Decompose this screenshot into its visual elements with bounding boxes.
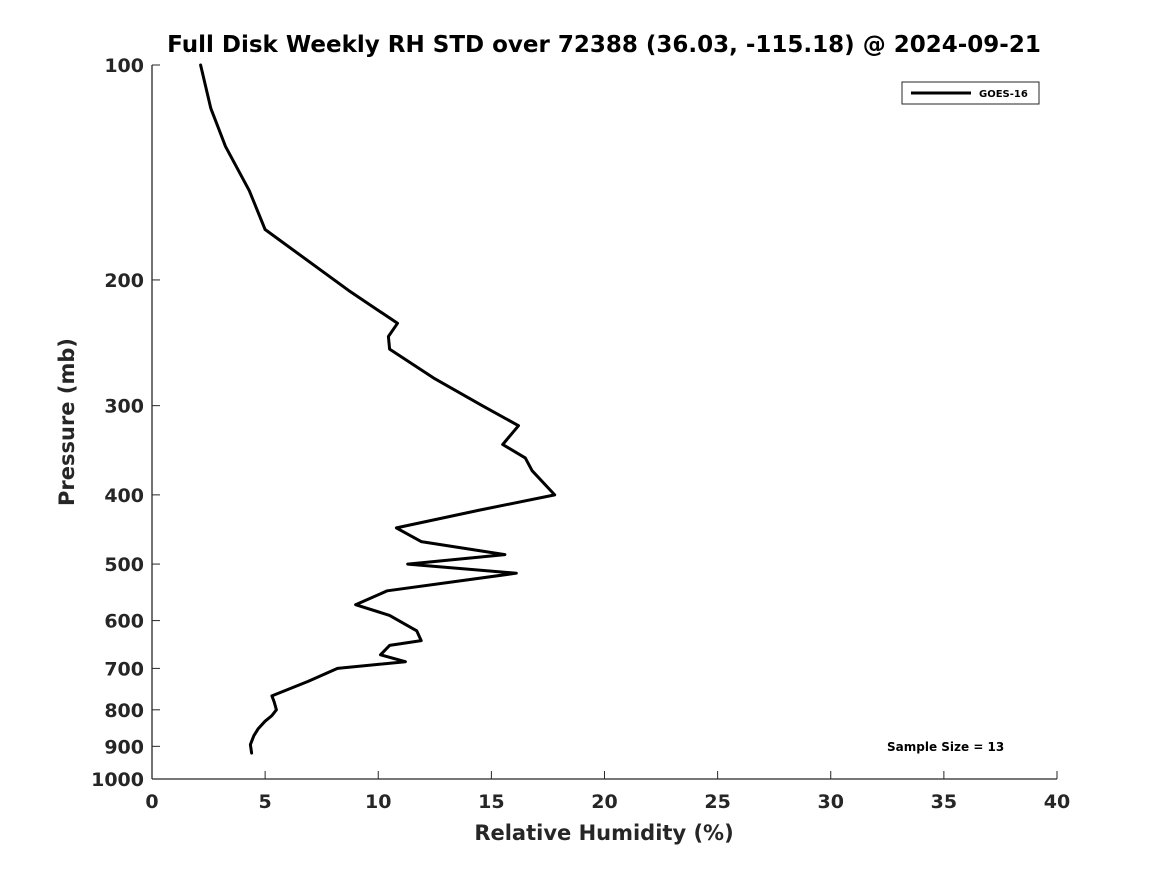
y-tick-label: 700 <box>104 658 144 680</box>
y-axis-label: Pressure (mb) <box>55 338 79 506</box>
legend-label-goes-16: GOES-16 <box>979 89 1028 100</box>
x-tick-label: 25 <box>704 791 730 813</box>
legend: GOES-16 <box>901 81 1040 105</box>
y-tick-label: 1000 <box>91 769 144 791</box>
x-tick-label: 20 <box>591 791 617 813</box>
x-tick-label: 30 <box>818 791 844 813</box>
y-tick-label: 400 <box>104 485 144 507</box>
y-tick-label: 800 <box>104 700 144 722</box>
x-tick-label: 0 <box>145 791 158 813</box>
y-tick-label: 500 <box>104 554 144 576</box>
y-tick-label: 600 <box>104 611 144 633</box>
y-tick-label: 100 <box>104 55 144 77</box>
x-axis-label: Relative Humidity (%) <box>474 821 733 845</box>
x-axis-ticks: 0 5 10 15 20 25 30 35 40 <box>145 771 1070 813</box>
sample-size-annotation: Sample Size = 13 <box>887 740 1004 754</box>
x-tick-label: 10 <box>365 791 391 813</box>
x-tick-label: 40 <box>1044 791 1070 813</box>
y-tick-label: 300 <box>104 396 144 418</box>
x-tick-label: 15 <box>478 791 504 813</box>
x-tick-label: 35 <box>931 791 957 813</box>
y-axis-ticks: 100 200 300 400 500 600 700 800 900 1000 <box>91 55 160 791</box>
series-layer <box>199 63 557 755</box>
plot-area: 0 5 10 15 20 25 30 35 40 100 200 300 400 500 600 700 80… <box>91 55 1070 813</box>
y-tick-label: 900 <box>104 736 144 758</box>
chart-title: Full Disk Weekly RH STD over 72388 (36.0… <box>167 32 1041 58</box>
y-tick-label: 200 <box>104 270 144 292</box>
x-tick-label: 5 <box>259 791 272 813</box>
